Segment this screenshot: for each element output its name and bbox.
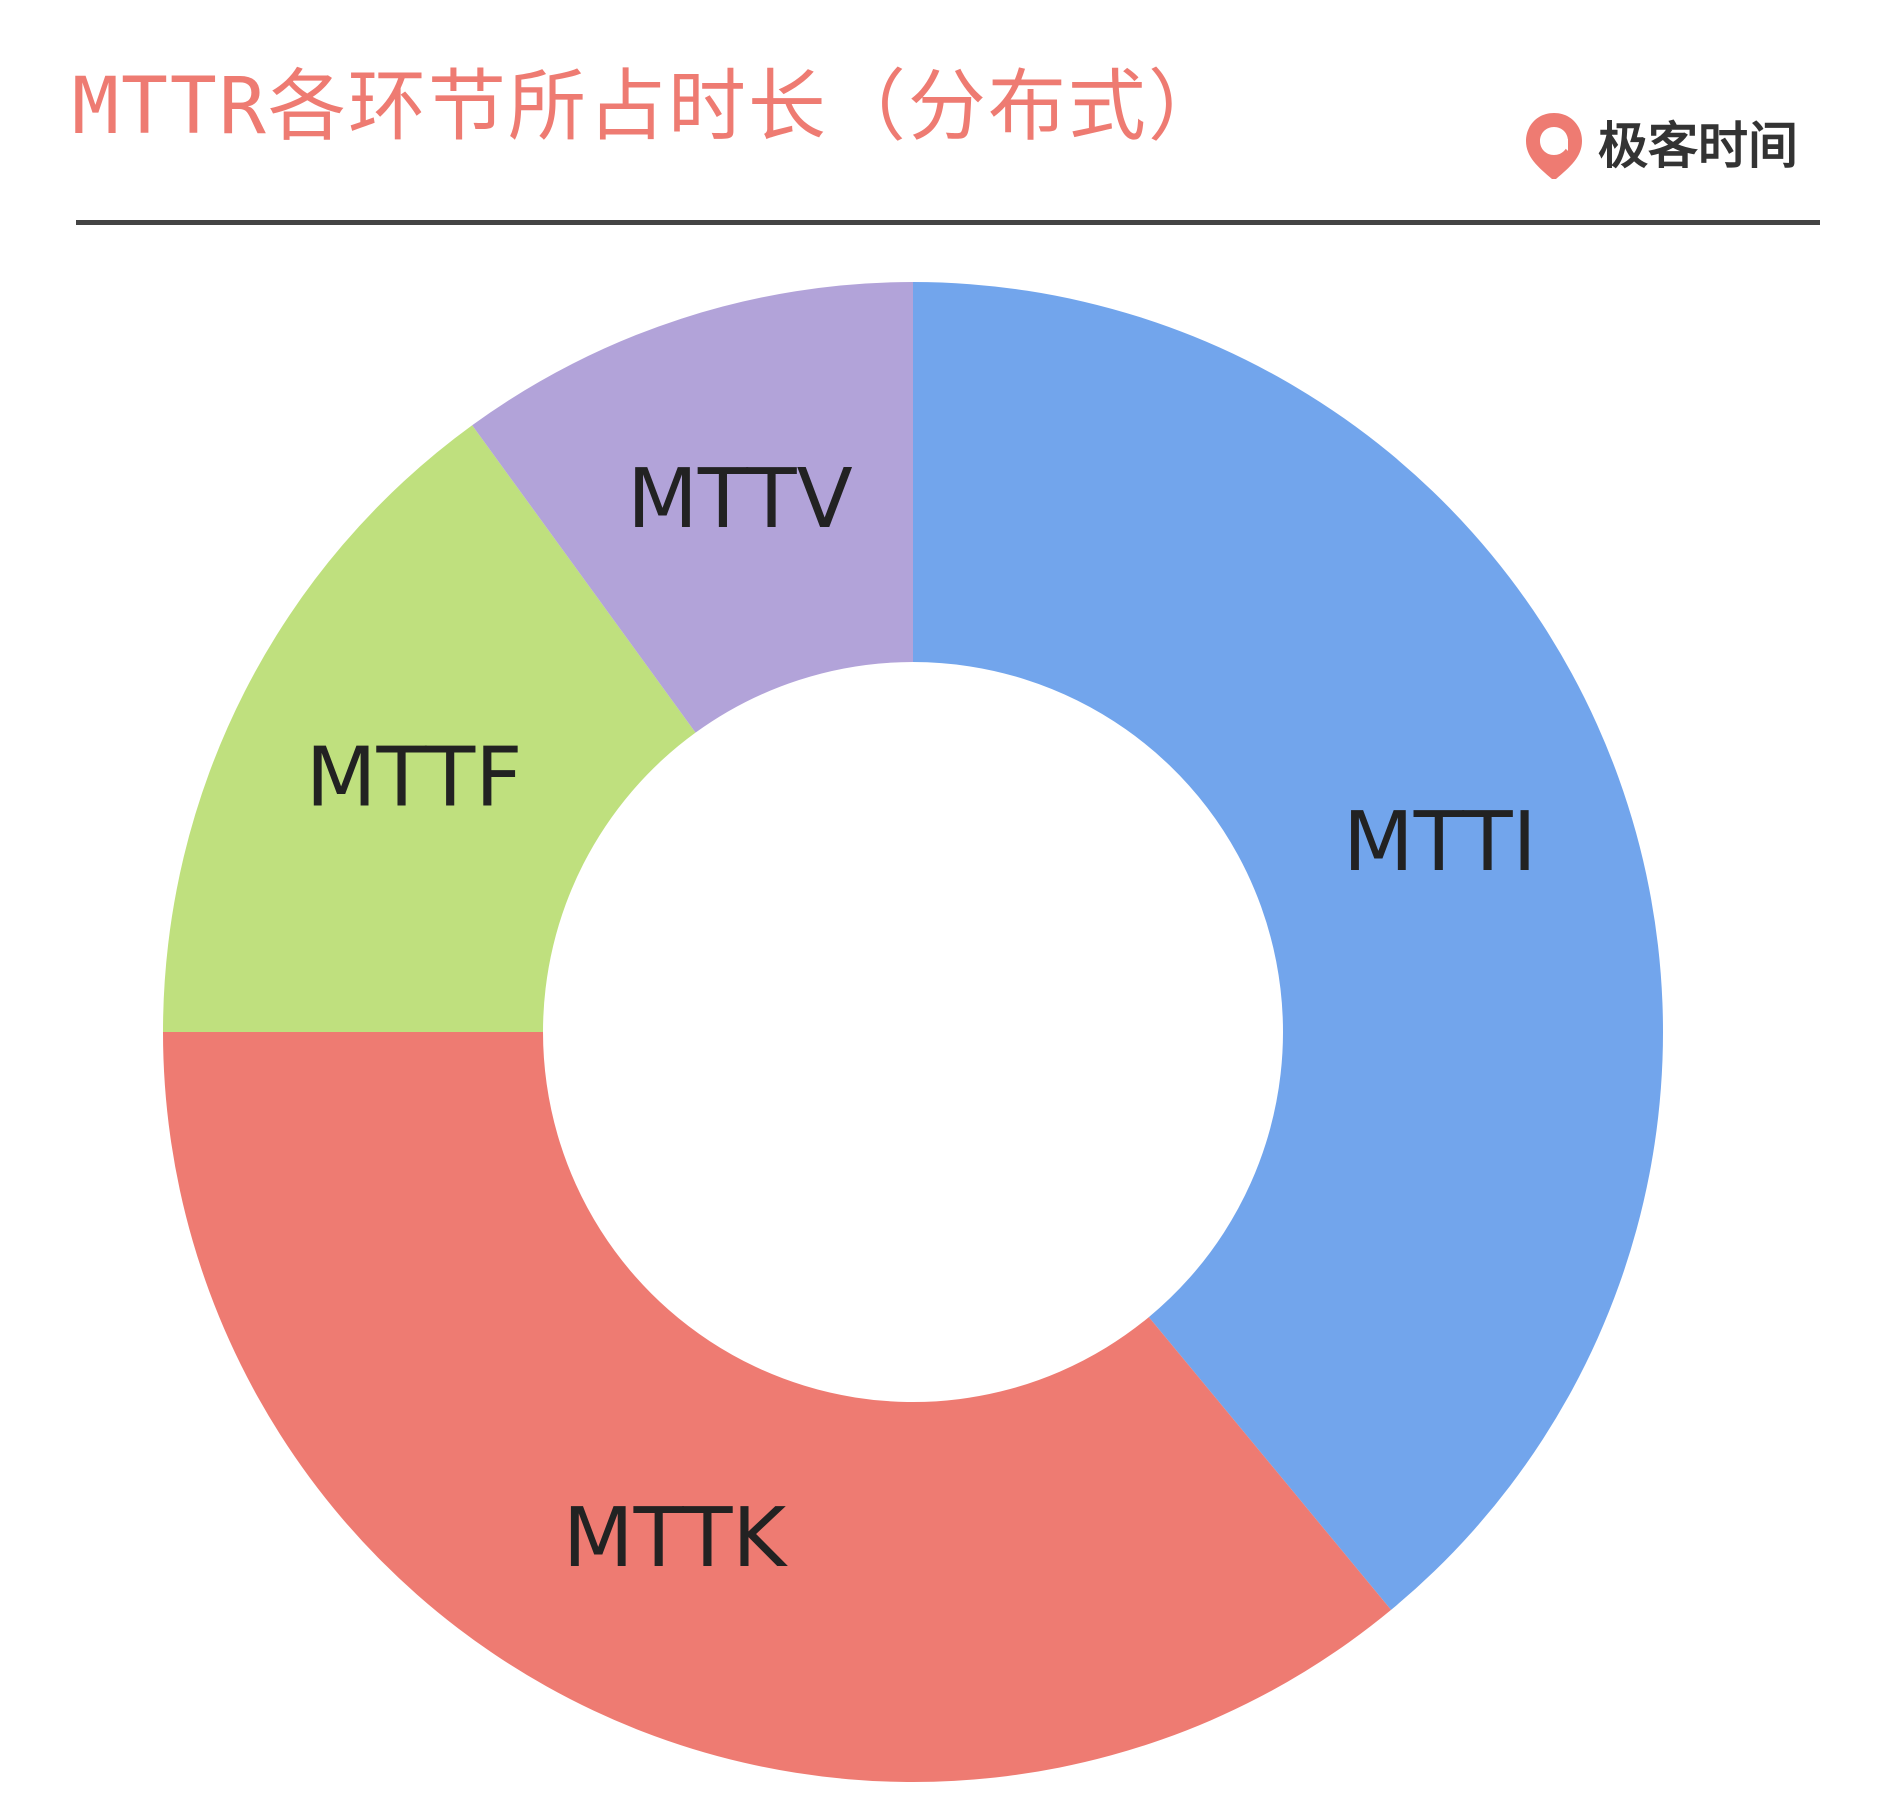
slice-mttf: [163, 425, 696, 1032]
slice-label-mttk: MTTK: [563, 1491, 788, 1586]
geektime-logo-icon: [1526, 113, 1582, 179]
title-divider: [76, 220, 1820, 225]
page-title: MTTR各环节所占时长（分布式）: [72, 62, 1228, 152]
brand-logo: 极客时间: [1522, 108, 1798, 184]
slice-label-mttv: MTTV: [627, 452, 853, 547]
slice-label-mtti: MTTI: [1343, 795, 1537, 890]
slice-mttv: [472, 282, 913, 733]
slice-label-mttf: MTTF: [306, 730, 523, 825]
brand-name: 极客时间: [1598, 117, 1798, 175]
slice-mtti: [913, 282, 1663, 1610]
slice-mttk: [163, 1032, 1392, 1783]
